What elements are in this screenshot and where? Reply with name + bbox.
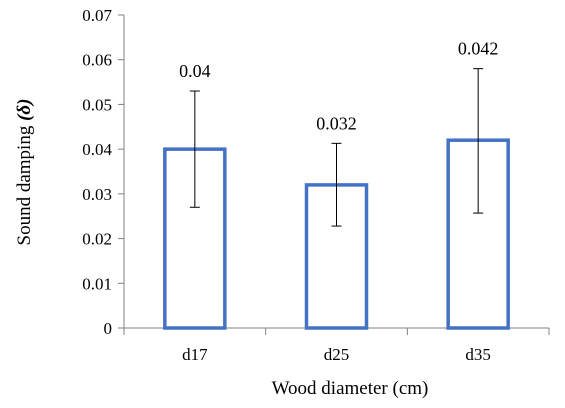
y-tick-label: 0.07 (82, 6, 112, 25)
y-axis-title-text: Sound damping (14, 121, 35, 246)
y-tick-label: 0.05 (82, 95, 112, 114)
x-tick-label-d25: d25 (324, 345, 350, 364)
bar-d17 (163, 147, 227, 330)
x-axis: d17 d25 d35 (123, 327, 550, 364)
y-tick-label: 0.06 (82, 51, 112, 70)
x-tick-label-d17: d17 (182, 345, 208, 364)
x-tick-label-d35: d35 (465, 345, 491, 364)
y-tick-label: 0 (104, 319, 113, 338)
bars (163, 138, 510, 330)
data-labels: 0.04 0.032 0.042 (179, 39, 498, 134)
bar-d35 (446, 138, 510, 330)
data-label-d17: 0.04 (179, 61, 211, 81)
y-axis: 0 0.01 0.02 0.03 0.04 0.05 0.06 0.07 (82, 6, 125, 338)
y-tick-label: 0.03 (82, 185, 112, 204)
y-tick-label: 0.02 (82, 230, 112, 249)
data-label-d25: 0.032 (316, 113, 357, 133)
y-axis-title-symbol: (δ) (14, 99, 35, 121)
error-bars (189, 68, 484, 227)
y-tick-label: 0.04 (82, 140, 112, 159)
y-tick-label: 0.01 (82, 274, 112, 293)
x-axis-title: Wood diameter (cm) (272, 378, 429, 399)
data-label-d35: 0.042 (458, 39, 499, 59)
y-axis-title: Sound damping (δ) (14, 99, 35, 246)
